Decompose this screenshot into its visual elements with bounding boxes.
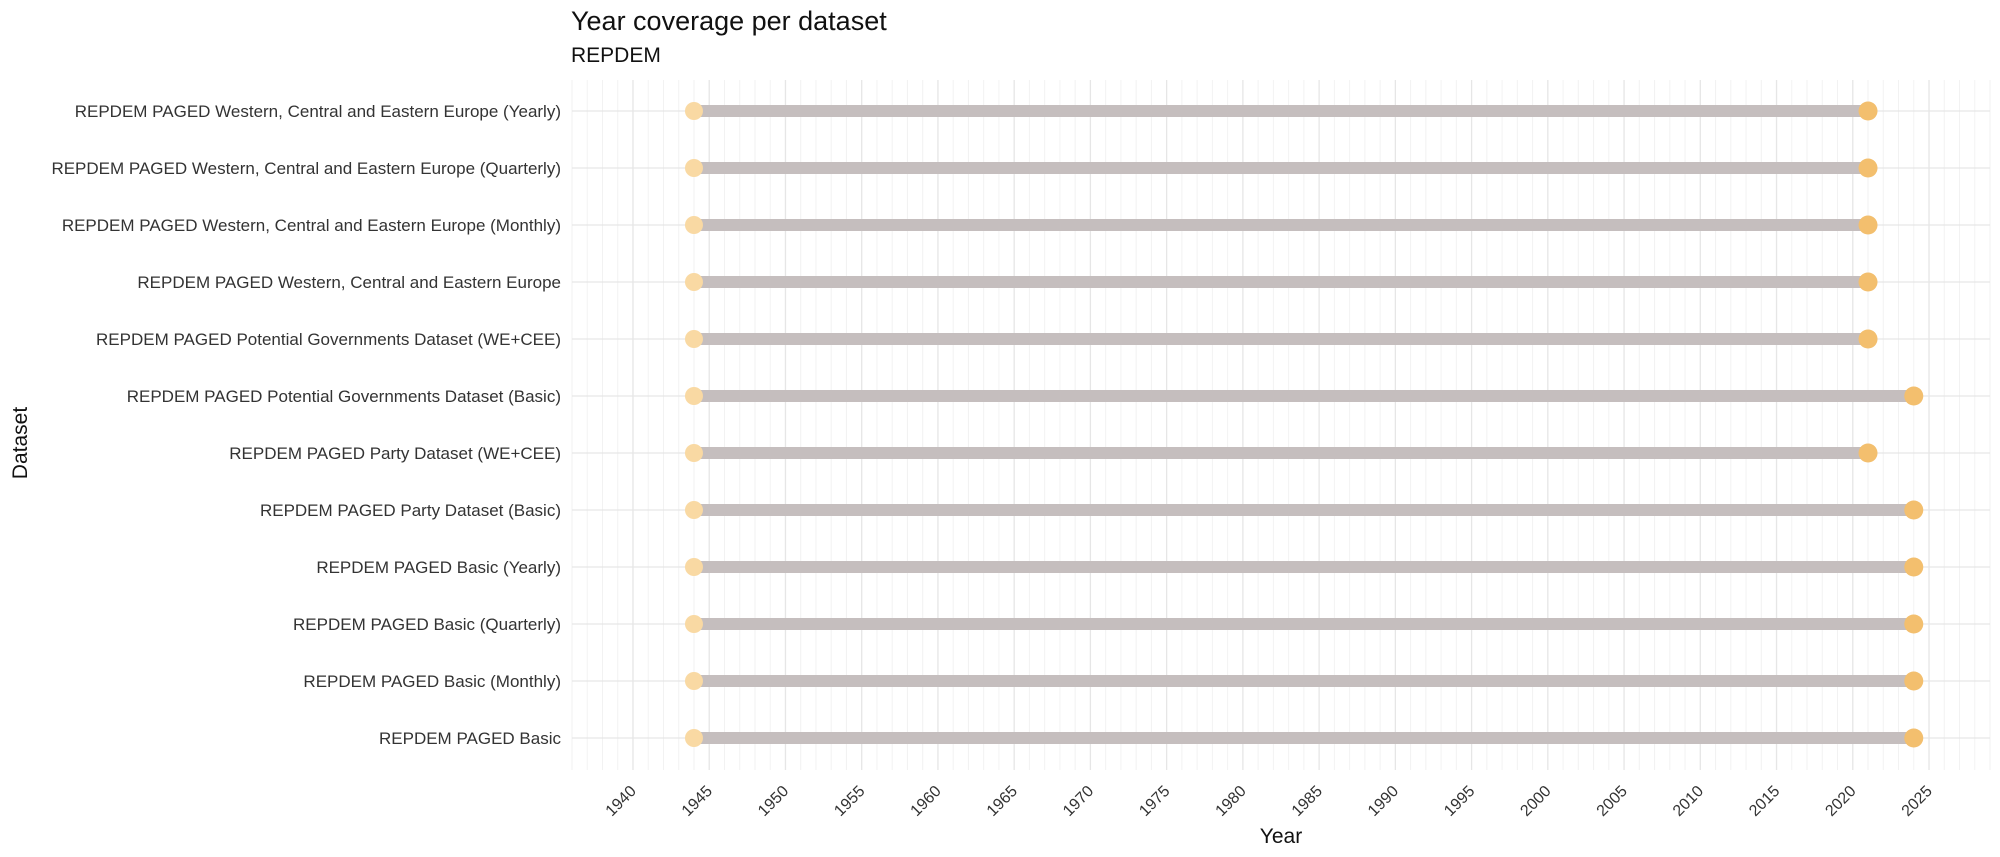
end-year-point: [1858, 158, 1878, 178]
start-year-point: [684, 729, 703, 747]
end-year-point: [1904, 614, 1924, 634]
end-year-point: [1858, 443, 1878, 463]
x-tick-label: 2005: [1594, 783, 1631, 820]
dataset-label: REPDEM PAGED Party Dataset (Basic): [260, 501, 561, 520]
start-year-point: [684, 330, 703, 348]
dataset-label: REPDEM PAGED Western, Central and Easter…: [51, 159, 561, 178]
dataset-label: REPDEM PAGED Western, Central and Easter…: [62, 216, 561, 235]
end-year-point: [1904, 386, 1924, 406]
y-axis-title: Dataset: [9, 407, 32, 480]
dataset-label: REPDEM PAGED Western, Central and Easter…: [137, 273, 561, 292]
end-year-point: [1904, 500, 1924, 520]
dataset-label: REPDEM PAGED Western, Central and Easter…: [75, 102, 561, 121]
x-tick-label: 1955: [831, 783, 868, 820]
grid-lines: [571, 80, 1991, 770]
dataset-label: REPDEM PAGED Potential Governments Datas…: [127, 387, 561, 406]
chart-title: Year coverage per dataset: [571, 6, 887, 36]
x-tick-label: 1940: [603, 783, 640, 820]
x-tick-label: 2000: [1517, 783, 1554, 820]
start-year-point: [684, 501, 703, 519]
x-tick-label: 1990: [1365, 783, 1402, 820]
x-tick-label: 2010: [1670, 783, 1707, 820]
x-tick-label: 2020: [1822, 783, 1859, 820]
x-tick-label: 1950: [755, 783, 792, 820]
end-year-point: [1858, 329, 1878, 349]
x-tick-label: 1975: [1136, 783, 1173, 820]
dataset-label: REPDEM PAGED Basic (Yearly): [316, 558, 561, 577]
x-tick-label: 2015: [1746, 783, 1783, 820]
end-year-point: [1904, 671, 1924, 691]
chart-subtitle: REPDEM: [571, 44, 661, 67]
start-year-point: [684, 387, 703, 405]
x-tick-label: 1985: [1289, 783, 1326, 820]
end-year-point: [1858, 272, 1878, 292]
year-tick-labels: 1940 1945 1950 1955 1960 1965 1970 1975 1980 1985…: [603, 783, 1936, 820]
dataset-label: REPDEM PAGED Party Dataset (WE+CEE): [229, 444, 561, 463]
dataset-label: REPDEM PAGED Basic: [379, 729, 562, 748]
x-tick-label: 2025: [1899, 783, 1936, 820]
start-year-point: [684, 672, 703, 690]
dataset-labels: REPDEM PAGED Western, Central and Easter…: [51, 102, 561, 748]
start-year-point: [684, 615, 703, 633]
end-year-point: [1904, 557, 1924, 577]
x-tick-label: 1960: [908, 783, 945, 820]
start-year-point: [684, 273, 703, 291]
x-axis-title: Year: [1260, 825, 1302, 848]
start-year-point: [684, 216, 703, 234]
x-tick-label: 1965: [984, 783, 1021, 820]
x-tick-label: 1945: [679, 783, 716, 820]
x-tick-label: 1995: [1441, 783, 1478, 820]
dataset-label: REPDEM PAGED Potential Governments Datas…: [96, 330, 561, 349]
dataset-label: REPDEM PAGED Basic (Monthly): [303, 672, 561, 691]
start-year-point: [684, 444, 703, 462]
start-year-point: [684, 558, 703, 576]
coverage-points: [684, 101, 1924, 748]
x-tick-label: 1980: [1213, 783, 1250, 820]
dataset-label: REPDEM PAGED Basic (Quarterly): [293, 615, 561, 634]
end-year-point: [1904, 728, 1924, 748]
start-year-point: [684, 102, 703, 120]
end-year-point: [1858, 101, 1878, 121]
x-tick-label: 1970: [1060, 783, 1097, 820]
start-year-point: [684, 159, 703, 177]
end-year-point: [1858, 215, 1878, 235]
coverage-segments: [693, 105, 1914, 744]
